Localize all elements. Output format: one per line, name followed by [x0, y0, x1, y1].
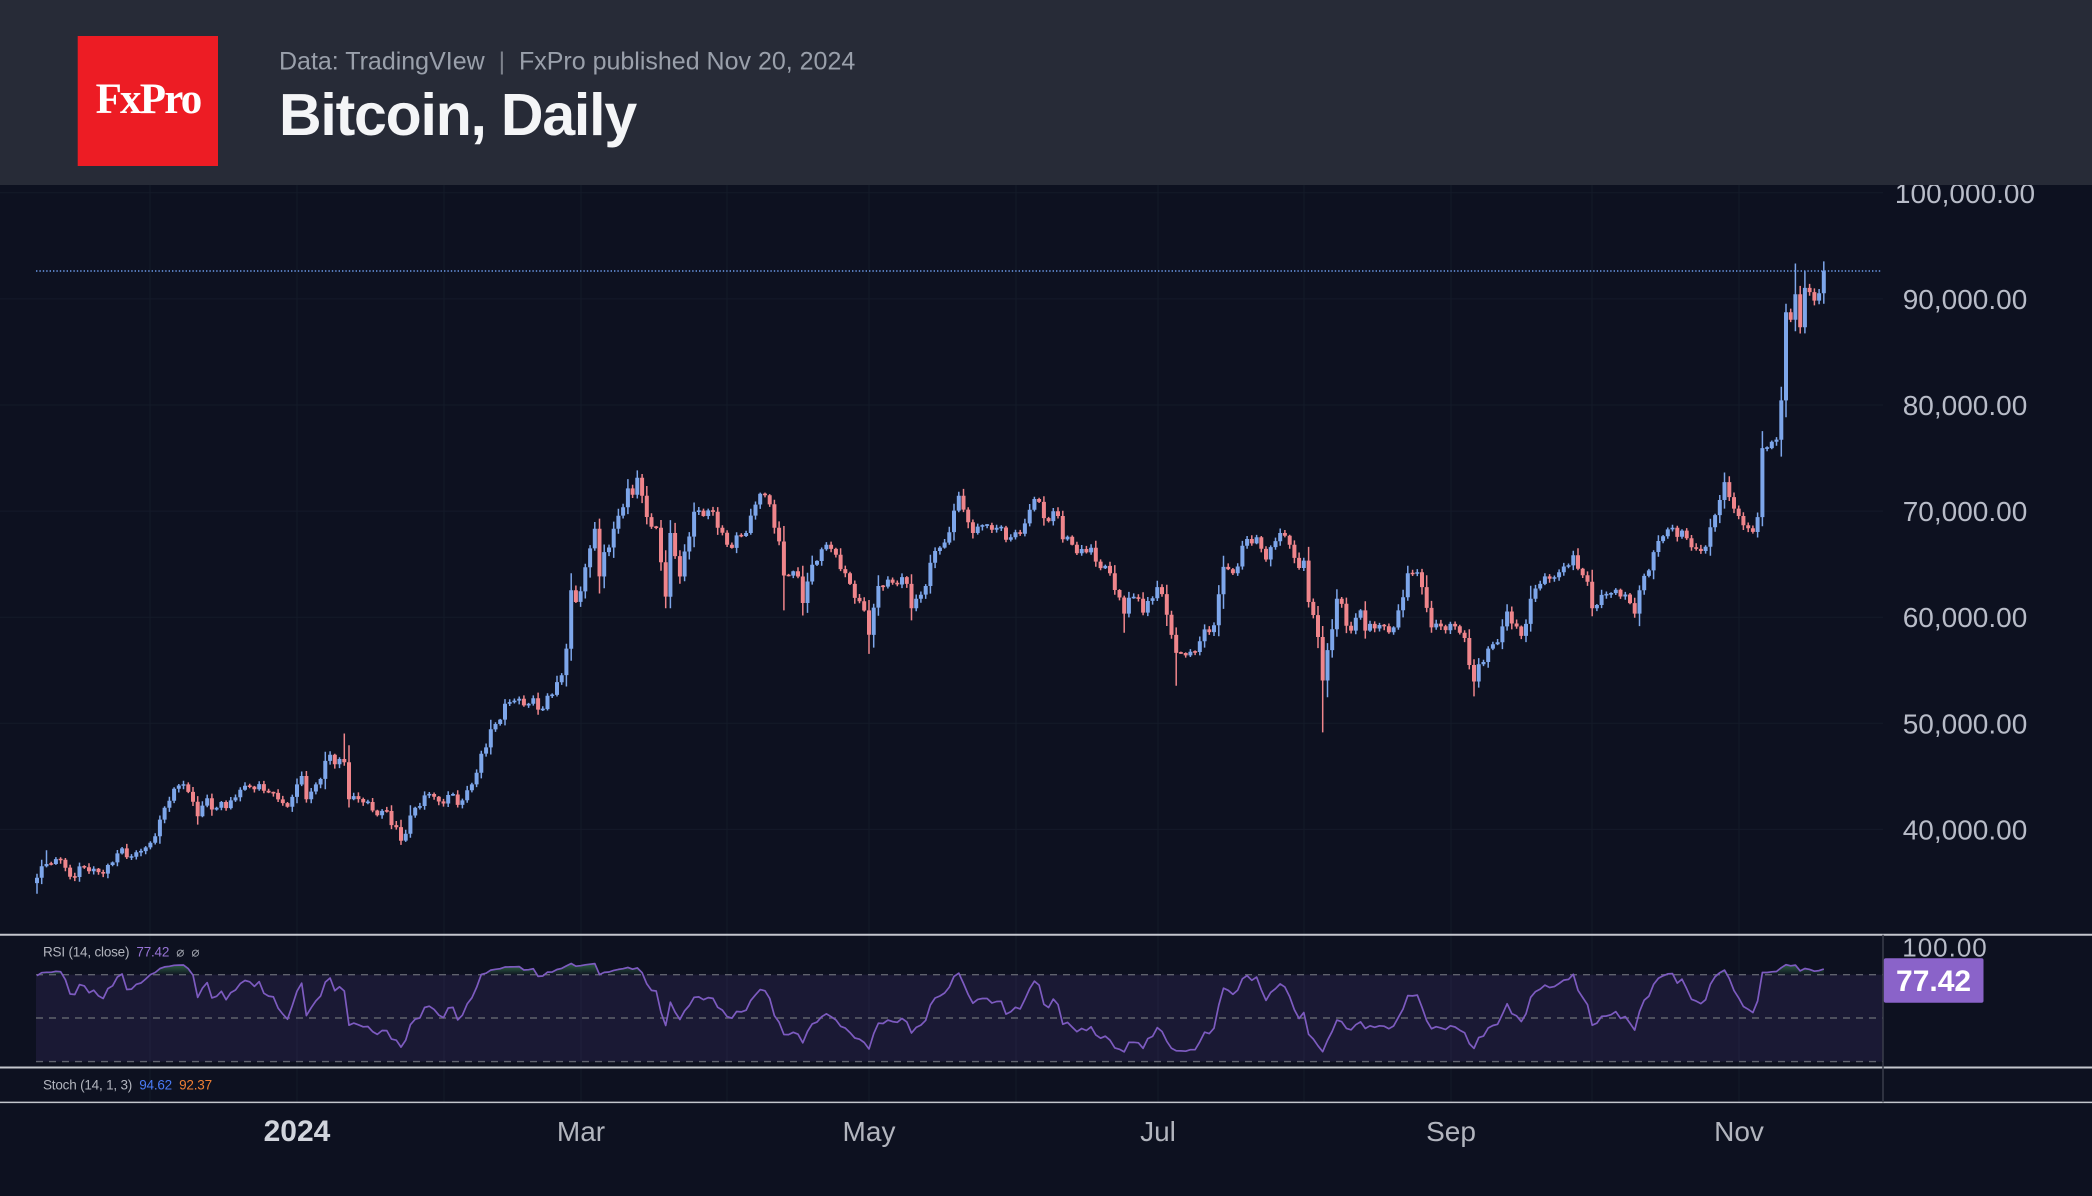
svg-text:May: May	[843, 1116, 896, 1147]
svg-text:Jul: Jul	[1140, 1116, 1176, 1147]
svg-text:80,000.00: 80,000.00	[1903, 390, 2028, 421]
svg-text:70,000.00: 70,000.00	[1903, 496, 2028, 527]
svg-text:RSI (14, close) 77.42 ⌀ ⌀: RSI (14, close) 77.42 ⌀ ⌀	[43, 945, 199, 960]
svg-text:Mar: Mar	[557, 1116, 605, 1147]
svg-text:100.00: 100.00	[1902, 933, 1988, 963]
svg-text:2024: 2024	[264, 1115, 331, 1148]
svg-text:Data: TradingVIew | FxPro pu: Data: TradingVIew | FxPro published Nov …	[279, 48, 855, 76]
svg-text:Nov: Nov	[1714, 1116, 1764, 1147]
svg-text:50,000.00: 50,000.00	[1903, 708, 2028, 739]
svg-text:Bitcoin, Daily: Bitcoin, Daily	[279, 82, 637, 148]
svg-text:60,000.00: 60,000.00	[1903, 602, 2028, 633]
svg-text:77.42: 77.42	[1896, 965, 1971, 998]
svg-text:FxPro: FxPro	[96, 76, 201, 123]
svg-text:Sep: Sep	[1426, 1116, 1476, 1147]
svg-text:90,000.00: 90,000.00	[1903, 284, 2028, 315]
svg-text:40,000.00: 40,000.00	[1903, 814, 2028, 845]
svg-text:Stoch (14, 1, 3) 94.62 92.37: Stoch (14, 1, 3) 94.62 92.37	[43, 1078, 212, 1093]
